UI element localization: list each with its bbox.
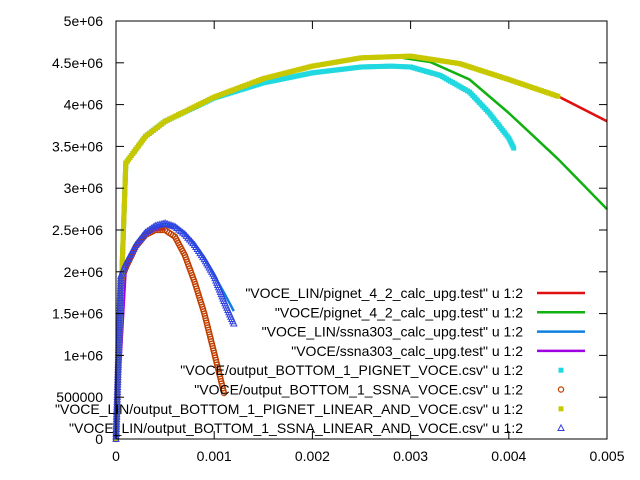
series-8-point [167, 221, 175, 229]
legend-label: "VOCE_LIN/ssna303_calc_upg.test" u 1:2 [262, 324, 524, 340]
legend-label: "VOCE/output_BOTTOM_1_SSNA_VOCE.csv" u 1… [194, 382, 523, 398]
legend-marker-sample [557, 386, 565, 393]
axis-ticks: 0 0.001 0.002 0.003 0.004 0.005 0 500000 1e+06 1.… [52, 13, 625, 464]
series-8-point [169, 221, 177, 229]
y-tick-label: 3e+06 [64, 180, 104, 196]
x-tick-label: 0 [112, 448, 120, 464]
legend-entry: "VOCE_LIN/pignet_4_2_calc_upg.test" u 1:… [245, 285, 585, 301]
x-tick-label: 0.003 [393, 448, 428, 464]
series-8-point [161, 219, 169, 227]
y-tick-label: 4.5e+06 [52, 55, 103, 71]
legend-marker-sample [558, 406, 564, 412]
y-tick-label: 0 [95, 431, 103, 447]
y-tick-label: 5e+06 [64, 13, 104, 29]
legend-label: "VOCE_LIN/output_BOTTOM_1_PIGNET_LINEAR_… [55, 401, 523, 417]
legend-label: "VOCE/output_BOTTOM_1_PIGNET_VOCE.csv" u… [180, 362, 523, 378]
legend-entry: "VOCE/output_BOTTOM_1_PIGNET_VOCE.csv" u… [180, 362, 564, 378]
series-8-point [230, 319, 238, 327]
series-8-point [163, 219, 171, 227]
y-tick-label: 1.5e+06 [52, 306, 103, 322]
series-8-point [165, 220, 173, 228]
legend-entry: "VOCE/pignet_4_2_calc_upg.test" u 1:2 [275, 304, 585, 320]
x-tick-label: 0.005 [589, 448, 624, 464]
y-tick-label: 1e+06 [64, 347, 104, 363]
x-tick-label: 0.002 [295, 448, 330, 464]
y-tick-label: 500000 [56, 389, 103, 405]
series-7-point [555, 93, 561, 99]
legend-entry: "VOCE/output_BOTTOM_1_SSNA_VOCE.csv" u 1… [194, 382, 565, 398]
legend-entry: "VOCE_LIN/ssna303_calc_upg.test" u 1:2 [262, 324, 585, 340]
legend-entry: "VOCE/ssna303_calc_upg.test" u 1:2 [291, 343, 585, 359]
series-8-point [159, 219, 167, 227]
series-6-point [220, 389, 228, 397]
legend-entry: "VOCE_LIN/output_BOTTOM_1_PIGNET_LINEAR_… [55, 401, 564, 417]
legend-marker-sample [558, 367, 564, 373]
legend-marker-sample [557, 423, 565, 431]
legend: "VOCE_LIN/pignet_4_2_calc_upg.test" u 1:… [55, 285, 585, 436]
legend-label: "VOCE_LIN/pignet_4_2_calc_upg.test" u 1:… [245, 285, 523, 301]
plot-area [112, 53, 608, 443]
legend-label: "VOCE/ssna303_calc_upg.test" u 1:2 [291, 343, 523, 359]
y-tick-label: 4e+06 [64, 97, 104, 113]
legend-label: "VOCE/pignet_4_2_calc_upg.test" u 1:2 [275, 304, 523, 320]
series-8-markers [112, 219, 238, 442]
legend-entry: "VOCE_LIN/output_BOTTOM_1_SSNA_LINEAR_AN… [69, 420, 565, 436]
series-5-point [511, 145, 517, 151]
legend-label: "VOCE_LIN/output_BOTTOM_1_SSNA_LINEAR_AN… [69, 420, 523, 436]
y-tick-label: 2e+06 [64, 264, 104, 280]
x-tick-label: 0.001 [197, 448, 232, 464]
y-tick-label: 2.5e+06 [52, 222, 103, 238]
x-tick-label: 0.004 [491, 448, 526, 464]
y-tick-label: 3.5e+06 [52, 138, 103, 154]
